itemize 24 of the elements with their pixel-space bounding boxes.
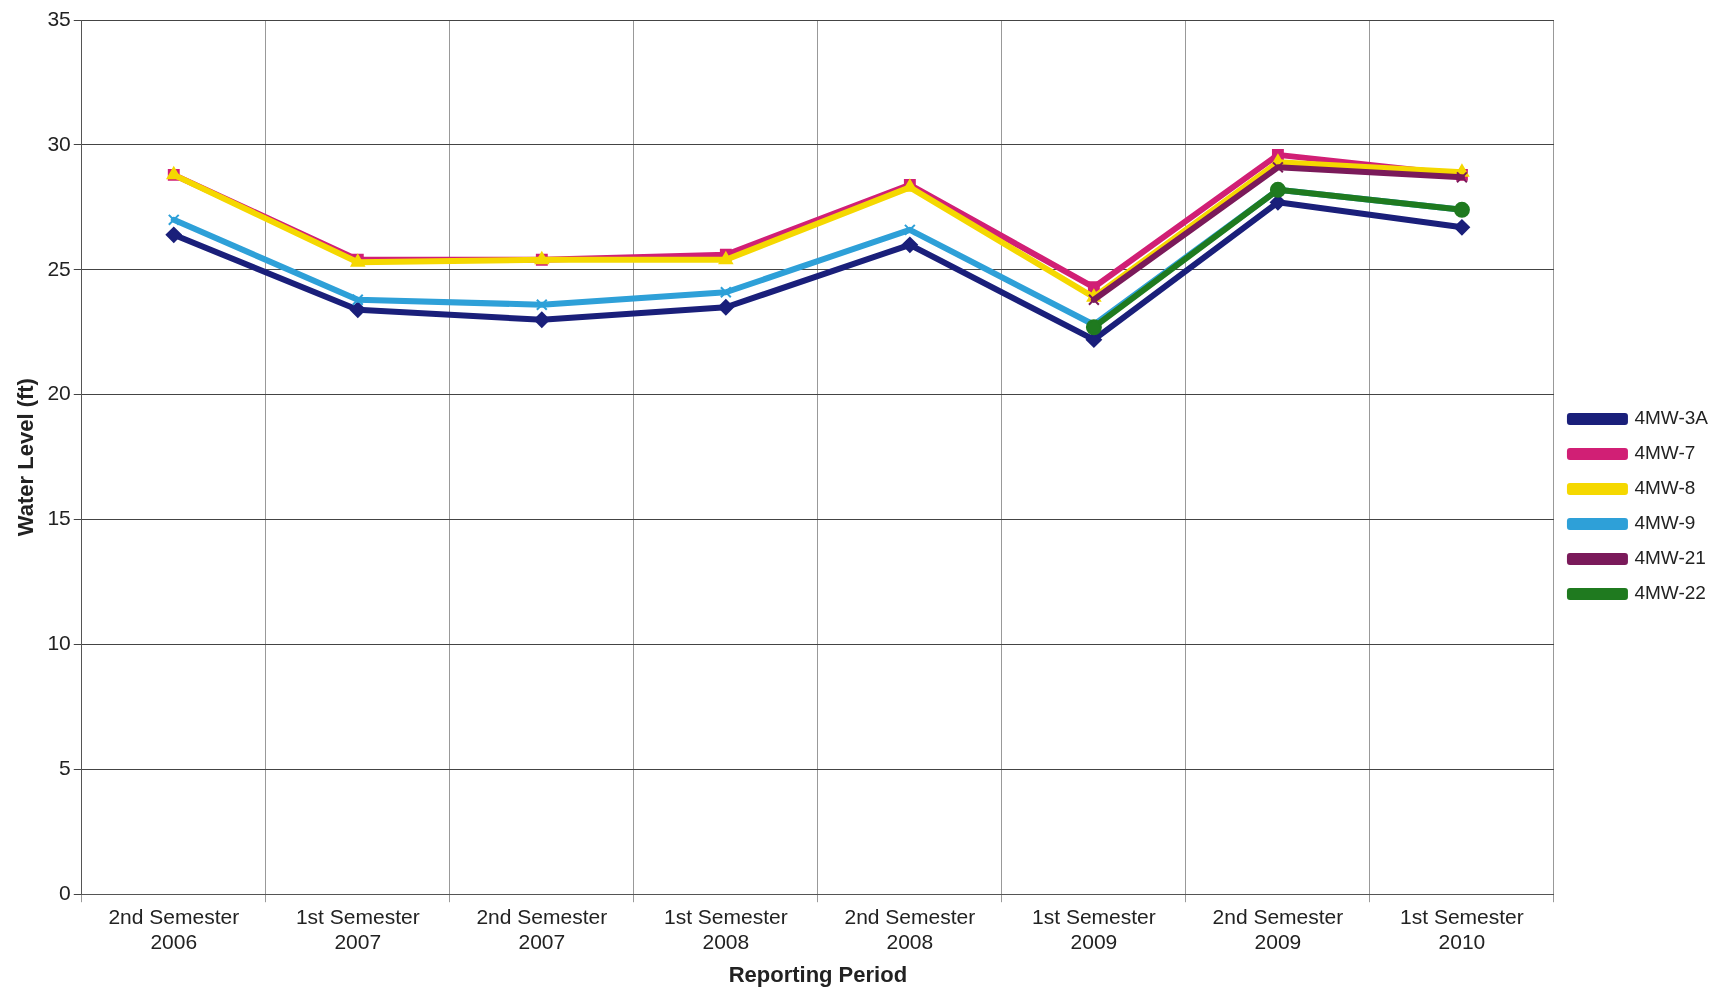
y-tick-label: 35: [47, 6, 71, 30]
x-tick-label: 2nd Semester 2007: [476, 904, 608, 953]
x-tick-label: 2nd Semester 2009: [1212, 904, 1344, 953]
x-tick-label: 1st Semester 2010: [1400, 904, 1524, 953]
x-axis-title: Reporting Period: [728, 961, 908, 987]
legend-label: 4MW-21: [1634, 547, 1706, 569]
legend-label: 4MW-8: [1634, 477, 1696, 499]
legend-label: 4MW-9: [1634, 512, 1696, 534]
x-tick-label: 2nd Semester 2006: [108, 904, 240, 953]
y-tick-label: 30: [47, 131, 71, 155]
legend-label: 4MW-7: [1634, 442, 1696, 464]
y-tick-label: 25: [47, 256, 71, 280]
y-tick-label: 10: [47, 631, 71, 655]
y-tick-label: 20: [47, 381, 71, 405]
y-tick-label: 5: [59, 756, 71, 780]
x-tick-label: 1st Semester 2007: [295, 904, 420, 953]
legend-label: 4MW-3A: [1634, 407, 1709, 429]
x-tick-label: 2nd Semester 2008: [844, 904, 976, 953]
legend-label: 4MW-22: [1634, 582, 1706, 604]
x-tick-label: 1st Semester 2008: [663, 904, 788, 953]
x-tick-label: 1st Semester 2009: [1032, 904, 1156, 953]
y-axis-title: Water Level (ft): [13, 378, 39, 537]
y-tick-label: 15: [47, 506, 71, 530]
y-tick-label: 0: [59, 881, 71, 904]
